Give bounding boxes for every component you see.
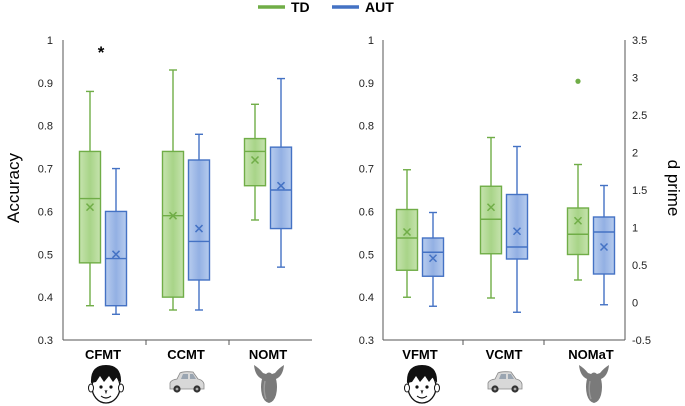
aut-mean-marker bbox=[512, 227, 522, 236]
aut-box bbox=[421, 237, 445, 277]
aut-mean-marker bbox=[599, 242, 609, 252]
td-mean-marker bbox=[168, 211, 178, 220]
category-label: CFMT bbox=[85, 347, 121, 362]
face-icon bbox=[404, 365, 440, 404]
category-label: CCMT bbox=[167, 347, 205, 362]
td-box bbox=[479, 185, 503, 255]
category-label: NOMaT bbox=[568, 347, 614, 362]
y-tick-label: 0.3 bbox=[38, 335, 53, 347]
icons bbox=[88, 365, 609, 404]
y-tick-label: 0.3 bbox=[359, 335, 374, 347]
aut-box bbox=[187, 159, 211, 281]
y-tick-label: 1 bbox=[368, 35, 374, 47]
aut-mean-marker bbox=[111, 250, 121, 259]
left-y-axis-title: Accuracy bbox=[4, 153, 23, 223]
y-tick-label: 3.5 bbox=[632, 35, 647, 47]
face-icon bbox=[88, 365, 124, 404]
legend-aut-label: AUT bbox=[365, 0, 394, 15]
y-tick-label: 2 bbox=[632, 148, 638, 160]
y-tick-label: 0.9 bbox=[38, 78, 53, 90]
td-outlier-point bbox=[575, 78, 581, 84]
td-box bbox=[395, 208, 419, 271]
legend-td-label: TD bbox=[291, 0, 310, 15]
td-box bbox=[161, 150, 185, 298]
legend: TD AUT bbox=[258, 0, 394, 15]
td-mean-marker bbox=[85, 203, 95, 212]
y-tick-label: 0.5 bbox=[359, 249, 374, 261]
category-label: VFMT bbox=[402, 347, 437, 362]
y-tick-label: 0.7 bbox=[359, 164, 374, 176]
y-tick-label: 0.5 bbox=[632, 260, 647, 272]
novel-object-icon bbox=[254, 365, 284, 403]
aut-mean-marker bbox=[428, 254, 438, 263]
td-mean-marker bbox=[250, 155, 260, 165]
y-tick-label: 2.5 bbox=[632, 110, 647, 122]
right-panel-left-y-ticks: 0.3 0.4 0.5 0.6 0.7 0.8 0.9 1 bbox=[359, 35, 374, 347]
aut-box bbox=[269, 146, 293, 230]
left-panel-y-ticks: 0.3 0.4 0.5 0.6 0.7 0.8 0.9 1 bbox=[38, 35, 53, 347]
aut-box bbox=[505, 193, 529, 260]
aut-mean-marker bbox=[194, 224, 204, 233]
novel-object-icon bbox=[579, 365, 609, 403]
right-y-axis-title: d prime bbox=[664, 160, 683, 217]
y-tick-label: 1 bbox=[632, 223, 638, 235]
category-labels: CFMT CCMT NOMT VFMT VCMT NOMaT bbox=[85, 347, 614, 362]
y-tick-label: 1 bbox=[47, 35, 53, 47]
y-tick-label: 3 bbox=[632, 73, 638, 85]
y-tick-label: 0.6 bbox=[38, 206, 53, 218]
y-tick-label: 0.4 bbox=[359, 292, 374, 304]
significance-marker: * bbox=[98, 43, 105, 62]
y-tick-label: 0.4 bbox=[38, 292, 53, 304]
y-tick-label: 0.8 bbox=[38, 121, 53, 133]
y-tick-label: 0.5 bbox=[38, 249, 53, 261]
td-mean-marker bbox=[402, 227, 412, 237]
category-label: NOMT bbox=[249, 347, 287, 362]
y-tick-label: -0.5 bbox=[632, 335, 651, 347]
td-mean-marker bbox=[573, 216, 583, 225]
y-tick-label: 0.6 bbox=[359, 206, 374, 218]
y-tick-label: 0.7 bbox=[38, 164, 53, 176]
y-tick-label: 1.5 bbox=[632, 185, 647, 197]
box-series bbox=[78, 69, 616, 315]
aut-box bbox=[592, 216, 616, 275]
td-box bbox=[566, 207, 590, 256]
y-tick-label: 0.9 bbox=[359, 78, 374, 90]
aut-mean-marker bbox=[276, 181, 286, 190]
right-panel-right-y-ticks: -0.5 0 0.5 1 1.5 2 2.5 3 3.5 bbox=[632, 35, 651, 347]
car-icon bbox=[487, 371, 523, 393]
category-label: VCMT bbox=[486, 347, 523, 362]
td-box bbox=[243, 137, 267, 187]
car-icon bbox=[169, 371, 205, 393]
td-mean-marker bbox=[486, 203, 496, 212]
y-tick-label: 0.8 bbox=[359, 121, 374, 133]
y-tick-label: 0 bbox=[632, 298, 638, 310]
